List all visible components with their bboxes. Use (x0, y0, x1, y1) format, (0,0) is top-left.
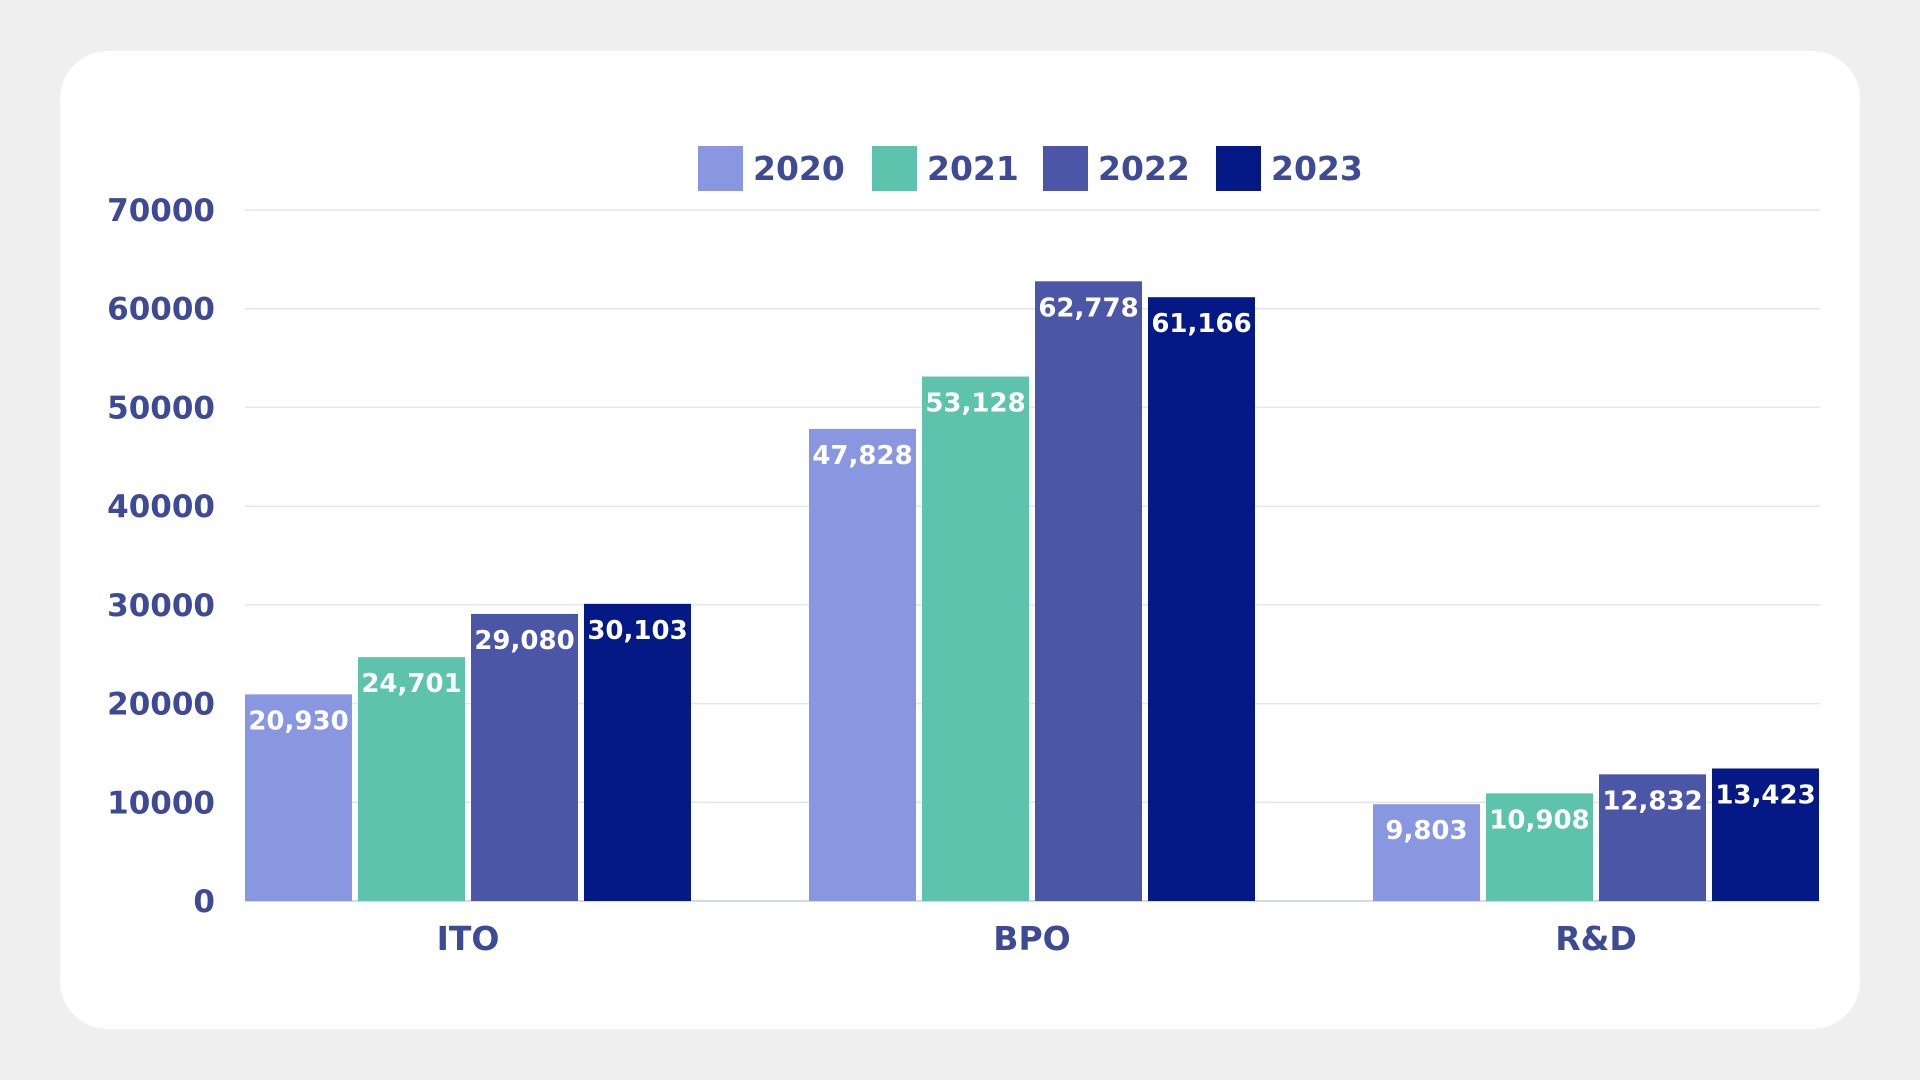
data-label: 10,908 (1489, 805, 1589, 835)
legend-label-2020: 2020 (753, 149, 845, 188)
y-tick-label: 40000 (107, 489, 215, 525)
y-axis: 0 10000 20000 30000 40000 50000 60000 70000 (107, 193, 215, 920)
y-tick-label: 0 (193, 884, 215, 920)
data-label: 62,778 (1038, 293, 1138, 323)
bar-ito-2020 (245, 694, 352, 901)
y-tick-label: 10000 (107, 785, 215, 821)
bar-ito-2023 (584, 603, 691, 901)
legend-swatch-2020 (698, 146, 743, 191)
legend-label-2023: 2023 (1271, 149, 1363, 188)
bar-ito-2021 (358, 657, 465, 901)
data-label: 20,930 (248, 706, 348, 736)
y-tick-label: 30000 (107, 588, 215, 624)
data-label: 30,103 (587, 616, 687, 646)
legend-swatch-2023 (1216, 146, 1261, 191)
data-label: 53,128 (925, 389, 1025, 419)
bar-rd-2021 (1486, 793, 1593, 901)
y-tick-label: 20000 (107, 687, 215, 723)
y-tick-label: 70000 (107, 193, 215, 229)
y-tick-label: 50000 (107, 390, 215, 426)
y-tick-label: 60000 (107, 292, 215, 328)
x-tick-label: BPO (993, 919, 1070, 958)
legend: 2020 2021 2022 2023 (698, 146, 1363, 191)
bar-ito-2022 (471, 613, 578, 901)
data-label: 12,832 (1602, 786, 1702, 816)
x-tick-label: R&D (1555, 919, 1637, 958)
legend-label-2022: 2022 (1098, 149, 1190, 188)
bar-bpo-2023 (1148, 297, 1255, 901)
legend-label-2021: 2021 (927, 149, 1019, 188)
x-axis: ITO BPO R&D (437, 919, 1637, 958)
data-label: 29,080 (474, 626, 574, 656)
legend-swatch-2022 (1043, 146, 1088, 191)
data-label: 24,701 (361, 669, 461, 699)
data-label: 61,166 (1151, 309, 1251, 339)
bar-rd-2023 (1712, 768, 1819, 901)
data-labels: 20,930 24,701 29,080 30,103 47,828 53,128 62,7… (248, 293, 1815, 846)
bar-bpo-2021 (922, 376, 1029, 901)
data-label: 13,423 (1715, 780, 1815, 810)
bars (245, 281, 1819, 901)
data-label: 9,803 (1385, 816, 1467, 846)
bar-rd-2022 (1599, 774, 1706, 901)
data-label: 47,828 (812, 441, 912, 471)
bar-rd-2020 (1373, 804, 1480, 901)
bar-bpo-2022 (1035, 281, 1142, 901)
legend-swatch-2021 (872, 146, 917, 191)
x-tick-label: ITO (437, 919, 500, 958)
bar-bpo-2020 (809, 428, 916, 901)
